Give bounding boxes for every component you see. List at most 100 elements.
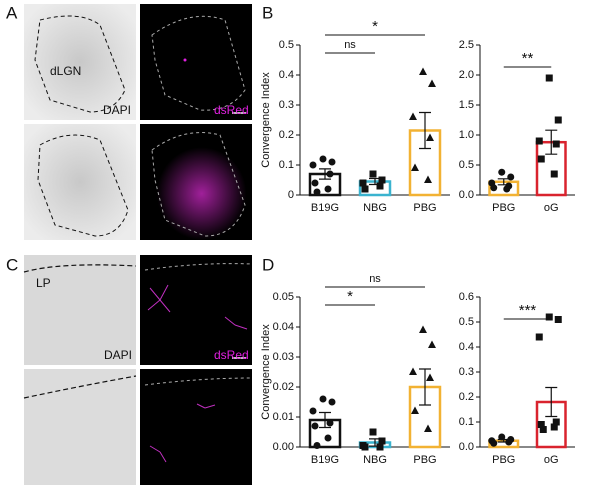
- y-tick-label: 1.5: [459, 99, 474, 111]
- data-point: [537, 155, 545, 163]
- data-point: [309, 407, 317, 415]
- error-bar: [419, 111, 431, 150]
- x-tick-label: PBG: [492, 202, 515, 214]
- data-point: [490, 184, 498, 192]
- error-bar: [369, 177, 381, 186]
- data-point: [554, 116, 562, 124]
- y-tick-label: 1.0: [459, 129, 474, 141]
- y-tick-label: 0.3: [459, 366, 474, 378]
- y-tick-label: 0.05: [273, 291, 294, 303]
- data-point: [319, 395, 327, 403]
- data-point: [419, 325, 427, 333]
- error-bar: [497, 178, 510, 186]
- x-tick-label: NBG: [363, 454, 387, 466]
- y-tick-label: 2.0: [459, 69, 474, 81]
- data-point: [554, 316, 562, 323]
- y-tick-label: 0.4: [279, 69, 294, 81]
- y-tick-label: 0.5: [459, 316, 474, 328]
- data-point: [326, 419, 334, 427]
- x-tick-label: B19G: [311, 454, 339, 466]
- error-bar: [319, 168, 331, 180]
- panel-label: D: [262, 255, 274, 274]
- data-point: [311, 179, 319, 187]
- data-point: [359, 179, 367, 187]
- significance-label: *: [372, 18, 378, 35]
- data-point: [376, 182, 384, 190]
- data-point: [545, 74, 553, 82]
- y-tick-label: 0.0: [459, 441, 474, 453]
- error-bar: [497, 438, 510, 443]
- data-point: [378, 437, 386, 445]
- data-point: [361, 185, 369, 193]
- region-label: dLGN: [50, 64, 81, 78]
- data-point: [319, 155, 327, 163]
- panel-label: A: [6, 3, 18, 22]
- data-point: [324, 185, 332, 193]
- data-point: [409, 367, 417, 375]
- data-point: [326, 170, 334, 178]
- x-tick-label: B19G: [311, 202, 339, 214]
- error-bar: [545, 386, 558, 418]
- y-tick-label: 0.1: [279, 159, 294, 171]
- image-panel-a: dLGN DAPI dsRed: [24, 4, 252, 240]
- data-point: [424, 175, 432, 183]
- stain-label: dsRed: [214, 103, 249, 117]
- error-bar: [419, 368, 431, 406]
- stain-label: dsRed: [214, 348, 249, 362]
- data-point: [369, 428, 377, 436]
- data-point: [376, 443, 384, 451]
- significance-label: ***: [519, 302, 537, 319]
- x-tick-label: PBG: [492, 454, 515, 466]
- data-point: [490, 439, 498, 447]
- panel-label: B: [262, 3, 273, 22]
- data-point: [313, 188, 321, 196]
- data-point: [419, 67, 427, 75]
- y-tick-label: 0.04: [273, 321, 294, 333]
- data-point: [537, 421, 545, 428]
- data-point: [309, 161, 317, 169]
- data-point: [426, 373, 434, 381]
- error-bar: [545, 129, 558, 155]
- significance-label: ns: [369, 273, 381, 285]
- y-tick-label: 0.5: [279, 39, 294, 51]
- data-point: [324, 434, 332, 442]
- data-point: [361, 443, 369, 451]
- data-point: [535, 137, 543, 145]
- y-tick-label: 0.02: [273, 381, 294, 393]
- y-tick-label: 0.2: [459, 391, 474, 403]
- data-point: [498, 168, 506, 176]
- data-point: [503, 185, 511, 193]
- x-tick-label: NBG: [363, 202, 387, 214]
- data-point: [328, 398, 336, 406]
- y-tick-label: 0.0: [459, 189, 474, 201]
- data-point: [552, 418, 560, 426]
- data-point: [313, 442, 321, 449]
- data-point: [426, 133, 434, 141]
- data-point: [311, 422, 319, 430]
- data-point: [498, 433, 506, 441]
- data-point: [507, 173, 515, 181]
- stain-label: DAPI: [104, 348, 132, 362]
- data-point: [424, 424, 432, 432]
- y-tick-label: 0.1: [459, 416, 474, 428]
- y-axis-label: Convergence Index: [260, 72, 272, 168]
- significance-label: *: [347, 288, 353, 305]
- x-tick-label: oG: [544, 454, 559, 466]
- data-point: [550, 423, 558, 431]
- y-tick-label: 0.00: [273, 441, 294, 453]
- y-tick-label: 0.6: [459, 291, 474, 303]
- significance-label: **: [522, 50, 534, 67]
- data-point: [552, 140, 560, 148]
- data-point: [545, 313, 553, 321]
- y-tick-label: 0.2: [279, 129, 294, 141]
- data-point: [539, 426, 547, 433]
- y-tick-label: 0.4: [459, 341, 474, 353]
- data-point: [550, 170, 558, 178]
- stain-label: DAPI: [103, 103, 131, 117]
- data-point: [378, 176, 386, 184]
- panel-label: C: [6, 255, 18, 274]
- data-point: [411, 163, 419, 171]
- y-tick-label: 0: [288, 189, 294, 201]
- error-bar: [369, 438, 381, 447]
